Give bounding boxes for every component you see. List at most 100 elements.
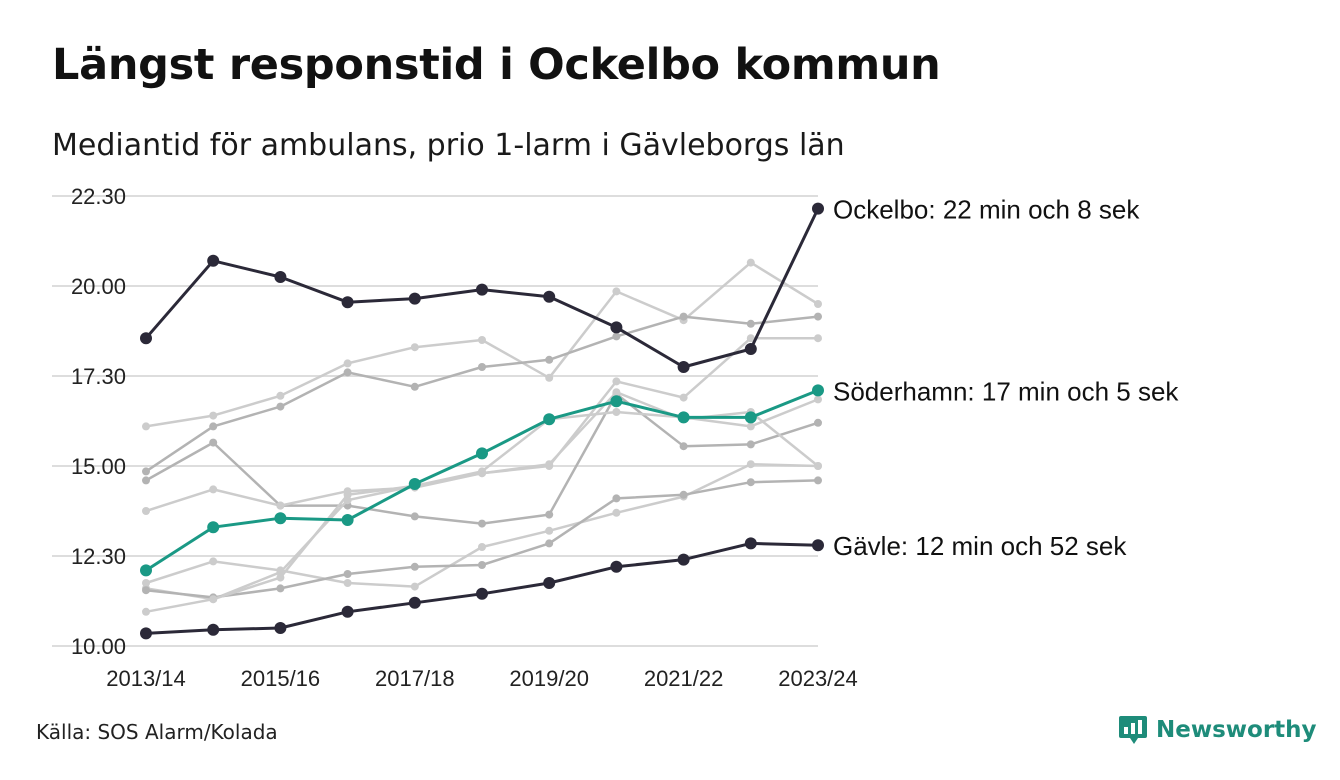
background-series-point	[679, 393, 688, 402]
series-labels: Ockelbo: 22 min och 8 sek Söderhamn: 17 m…	[833, 195, 1179, 562]
background-series-point	[612, 388, 621, 397]
newsworthy-logo-icon	[1119, 716, 1147, 744]
background-series-point	[410, 562, 419, 571]
y-tick-label: 22.30	[71, 184, 126, 209]
background-series-point	[410, 582, 419, 591]
series-soderhamn-point	[677, 411, 690, 424]
background-series-point	[746, 440, 755, 449]
background-series-point	[142, 607, 150, 616]
background-series-point	[814, 476, 822, 485]
x-axis: 2013/14 2015/16 2017/18 2019/20 2021/22 2023/…	[106, 666, 858, 691]
series-ockelbo-point	[274, 271, 287, 283]
background-series-point	[142, 422, 150, 431]
series-ockelbo-point	[812, 202, 824, 215]
series-soderhamn-point	[341, 514, 354, 526]
background-series-point	[142, 507, 150, 515]
series-label-soderhamn: Söderhamn: 17 min och 5 sek	[833, 376, 1179, 406]
background-series-point	[612, 287, 621, 296]
series-soderhamn-point	[408, 478, 421, 490]
background-series-point	[746, 460, 755, 469]
series-soderhamn	[140, 384, 824, 577]
series-gavle-point	[610, 560, 623, 573]
background-series	[142, 460, 822, 591]
background-series-point	[545, 526, 554, 535]
series-gavle-point	[543, 577, 556, 589]
background-series-point	[343, 359, 352, 368]
background-series-point	[478, 363, 486, 371]
background-series-point	[276, 402, 285, 411]
x-tick-label: 2023/24	[778, 666, 858, 691]
y-tick-label: 15.00	[71, 454, 126, 479]
background-series-point	[679, 490, 688, 499]
series-gavle-point	[744, 537, 757, 550]
background-series-point	[746, 334, 755, 343]
background-series-point	[612, 508, 621, 517]
background-series-point	[276, 573, 285, 582]
grid-layer	[52, 195, 818, 647]
y-tick-label: 20.00	[71, 274, 126, 299]
series-ockelbo-point	[408, 292, 421, 305]
series-soderhamn-point	[610, 395, 623, 408]
series-gavle-point	[677, 553, 690, 566]
background-series-point	[545, 355, 554, 364]
background-series-point	[545, 539, 554, 548]
background-series-point	[612, 332, 621, 341]
background-series-point	[410, 343, 419, 352]
background-series-point	[814, 395, 822, 404]
background-series	[142, 476, 822, 602]
background-series-point	[478, 543, 486, 551]
series-ockelbo-point	[476, 283, 488, 296]
background-series	[142, 258, 822, 431]
background-series-point	[209, 422, 218, 431]
background-series	[142, 395, 822, 604]
series-ockelbo-point	[207, 254, 220, 267]
background-series-point	[142, 586, 150, 595]
series-ockelbo	[140, 202, 824, 373]
background-series-point	[209, 557, 218, 566]
highlighted-series-layer	[140, 202, 824, 640]
series-gavle-point	[476, 587, 488, 600]
series-gavle-point	[274, 622, 287, 634]
background-series-point	[746, 478, 755, 487]
background-series-point	[276, 501, 285, 510]
background-series-point	[814, 300, 822, 308]
background-series-point	[545, 460, 554, 469]
series-ockelbo-point	[677, 361, 690, 373]
y-tick-label: 12.30	[71, 544, 126, 569]
brand-logo: Newsworthy	[1118, 714, 1317, 746]
background-series-point	[142, 579, 150, 587]
y-axis: 10.00 12.30 15.00 17.30 20.00 22.30	[71, 184, 126, 659]
source-note: Källa: SOS Alarm/Kolada	[36, 720, 278, 744]
series-soderhamn-point	[140, 564, 152, 577]
background-series-point	[410, 382, 419, 391]
series-soderhamn-point	[207, 521, 220, 534]
series-soderhamn-point	[543, 413, 556, 426]
background-series-point	[343, 368, 352, 377]
x-tick-label: 2017/18	[375, 666, 455, 691]
series-ockelbo-point	[744, 343, 757, 355]
background-series-point	[209, 485, 218, 494]
background-series-line	[145, 390, 819, 614]
series-gavle-point	[140, 627, 152, 640]
y-tick-label: 10.00	[71, 634, 126, 659]
series-ockelbo-point	[140, 332, 152, 345]
series-label-ockelbo: Ockelbo: 22 min och 8 sek	[833, 195, 1140, 225]
series-ockelbo-point	[610, 321, 623, 334]
background-series-point	[478, 561, 486, 569]
background-series-point	[142, 467, 150, 476]
x-tick-label: 2013/14	[106, 666, 186, 691]
series-soderhamn-point	[274, 512, 287, 525]
background-series-point	[276, 566, 285, 575]
background-series	[142, 312, 822, 476]
series-gavle-point	[408, 596, 421, 609]
background-series-point	[814, 334, 822, 343]
background-series-point	[679, 312, 688, 321]
series-soderhamn-point	[812, 384, 824, 397]
background-series-point	[545, 373, 554, 382]
background-series-point	[814, 462, 822, 470]
series-ockelbo-point	[341, 296, 354, 309]
background-series-point	[343, 579, 352, 587]
background-series-point	[814, 312, 822, 321]
series-soderhamn-point	[476, 447, 488, 460]
x-tick-label: 2021/22	[644, 666, 724, 691]
